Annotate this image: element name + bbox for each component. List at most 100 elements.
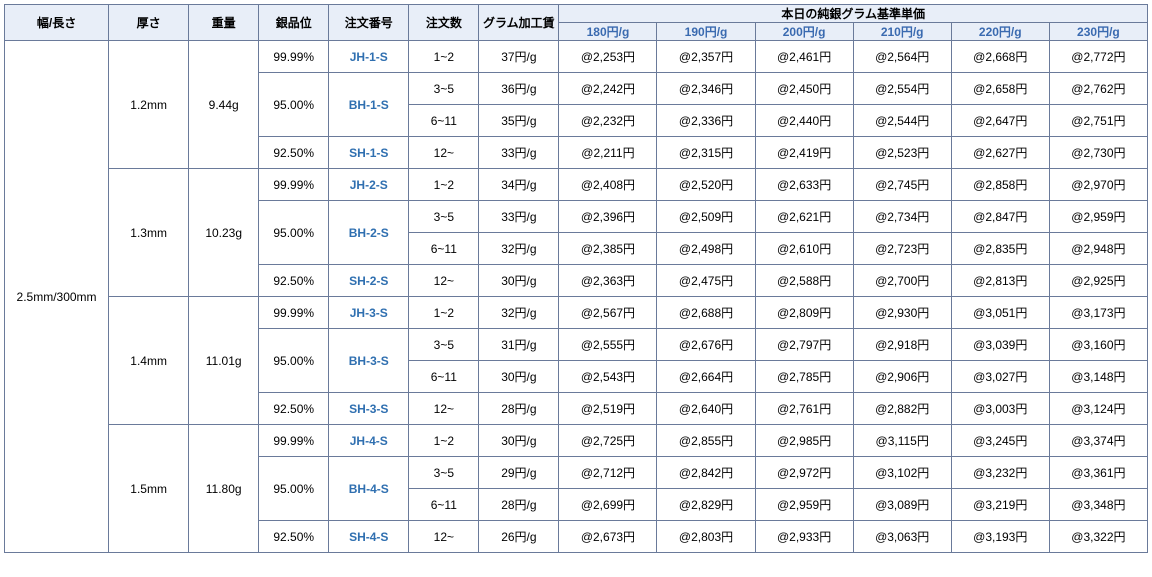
cell-price: @2,668円 bbox=[951, 41, 1049, 73]
cell-price: @2,363円 bbox=[559, 265, 657, 297]
cell-price: @2,211円 bbox=[559, 137, 657, 169]
cell-price: @2,751円 bbox=[1049, 105, 1147, 137]
cell-purity: 99.99% bbox=[259, 297, 329, 329]
cell-price: @2,676円 bbox=[657, 329, 755, 361]
cell-price: @2,803円 bbox=[657, 521, 755, 553]
hdr-thickness: 厚さ bbox=[109, 5, 189, 41]
cell-price: @2,855円 bbox=[657, 425, 755, 457]
table-body: 2.5mm/300mm1.2mm9.44g99.99%JH-1-S1~237円/… bbox=[5, 41, 1148, 553]
cell-thickness: 1.5mm bbox=[109, 425, 189, 553]
cell-order-qty: 6~11 bbox=[409, 489, 479, 521]
cell-price: @2,959円 bbox=[755, 489, 853, 521]
cell-order-no[interactable]: JH-2-S bbox=[329, 169, 409, 201]
cell-order-no[interactable]: SH-1-S bbox=[329, 137, 409, 169]
cell-gram-fee: 26円/g bbox=[479, 521, 559, 553]
cell-price: @2,419円 bbox=[755, 137, 853, 169]
cell-price: @2,627円 bbox=[951, 137, 1049, 169]
cell-weight: 11.80g bbox=[189, 425, 259, 553]
cell-thickness: 1.4mm bbox=[109, 297, 189, 425]
cell-price: @2,842円 bbox=[657, 457, 755, 489]
silver-price-table: 幅/長さ 厚さ 重量 銀品位 注文番号 注文数 グラム加工賃 本日の純銀グラム基… bbox=[4, 4, 1148, 553]
cell-price: @2,813円 bbox=[951, 265, 1049, 297]
cell-price: @2,242円 bbox=[559, 73, 657, 105]
cell-price: @3,322円 bbox=[1049, 521, 1147, 553]
cell-price: @2,835円 bbox=[951, 233, 1049, 265]
cell-gram-fee: 33円/g bbox=[479, 137, 559, 169]
cell-gram-fee: 30円/g bbox=[479, 425, 559, 457]
cell-price: @2,664円 bbox=[657, 361, 755, 393]
cell-order-qty: 1~2 bbox=[409, 169, 479, 201]
cell-price: @2,712円 bbox=[559, 457, 657, 489]
cell-gram-fee: 34円/g bbox=[479, 169, 559, 201]
cell-order-no[interactable]: BH-4-S bbox=[329, 457, 409, 521]
cell-price: @2,232円 bbox=[559, 105, 657, 137]
cell-gram-fee: 35円/g bbox=[479, 105, 559, 137]
hdr-price-200: 200円/g bbox=[755, 23, 853, 41]
cell-price: @2,761円 bbox=[755, 393, 853, 425]
cell-price: @2,809円 bbox=[755, 297, 853, 329]
cell-purity: 92.50% bbox=[259, 137, 329, 169]
cell-order-no[interactable]: JH-1-S bbox=[329, 41, 409, 73]
cell-price: @2,385円 bbox=[559, 233, 657, 265]
cell-order-no[interactable]: BH-1-S bbox=[329, 73, 409, 137]
cell-weight: 9.44g bbox=[189, 41, 259, 169]
cell-price: @2,357円 bbox=[657, 41, 755, 73]
cell-purity: 95.00% bbox=[259, 329, 329, 393]
cell-order-qty: 3~5 bbox=[409, 73, 479, 105]
cell-price: @2,772円 bbox=[1049, 41, 1147, 73]
cell-order-no[interactable]: JH-3-S bbox=[329, 297, 409, 329]
cell-price: @2,918円 bbox=[853, 329, 951, 361]
cell-price: @2,785円 bbox=[755, 361, 853, 393]
cell-price: @3,232円 bbox=[951, 457, 1049, 489]
cell-price: @2,519円 bbox=[559, 393, 657, 425]
cell-price: @2,829円 bbox=[657, 489, 755, 521]
cell-price: @2,847円 bbox=[951, 201, 1049, 233]
cell-price: @2,970円 bbox=[1049, 169, 1147, 201]
cell-price: @2,882円 bbox=[853, 393, 951, 425]
cell-price: @3,148円 bbox=[1049, 361, 1147, 393]
cell-price: @2,925円 bbox=[1049, 265, 1147, 297]
cell-price: @2,315円 bbox=[657, 137, 755, 169]
cell-price: @2,253円 bbox=[559, 41, 657, 73]
cell-purity: 99.99% bbox=[259, 169, 329, 201]
cell-price: @3,063円 bbox=[853, 521, 951, 553]
cell-price: @2,797円 bbox=[755, 329, 853, 361]
cell-price: @2,543円 bbox=[559, 361, 657, 393]
cell-order-no[interactable]: SH-2-S bbox=[329, 265, 409, 297]
cell-price: @2,972円 bbox=[755, 457, 853, 489]
cell-order-no[interactable]: SH-3-S bbox=[329, 393, 409, 425]
hdr-price-230: 230円/g bbox=[1049, 23, 1147, 41]
cell-price: @2,633円 bbox=[755, 169, 853, 201]
cell-order-qty: 3~5 bbox=[409, 329, 479, 361]
cell-order-no[interactable]: JH-4-S bbox=[329, 425, 409, 457]
cell-price: @3,124円 bbox=[1049, 393, 1147, 425]
cell-price: @2,725円 bbox=[559, 425, 657, 457]
cell-price: @3,115円 bbox=[853, 425, 951, 457]
cell-price: @3,027円 bbox=[951, 361, 1049, 393]
table-row: 1.4mm11.01g99.99%JH-3-S1~232円/g@2,567円@2… bbox=[5, 297, 1148, 329]
table-row: 1.5mm11.80g99.99%JH-4-S1~230円/g@2,725円@2… bbox=[5, 425, 1148, 457]
cell-order-no[interactable]: BH-3-S bbox=[329, 329, 409, 393]
hdr-price-210: 210円/g bbox=[853, 23, 951, 41]
cell-price: @2,699円 bbox=[559, 489, 657, 521]
table-row: 1.3mm10.23g99.99%JH-2-S1~234円/g@2,408円@2… bbox=[5, 169, 1148, 201]
cell-gram-fee: 33円/g bbox=[479, 201, 559, 233]
cell-order-qty: 12~ bbox=[409, 393, 479, 425]
cell-price: @2,564円 bbox=[853, 41, 951, 73]
cell-price: @2,745円 bbox=[853, 169, 951, 201]
cell-width-length: 2.5mm/300mm bbox=[5, 41, 109, 553]
cell-order-no[interactable]: SH-4-S bbox=[329, 521, 409, 553]
cell-price: @2,647円 bbox=[951, 105, 1049, 137]
cell-price: @3,173円 bbox=[1049, 297, 1147, 329]
cell-price: @2,858円 bbox=[951, 169, 1049, 201]
cell-price: @3,219円 bbox=[951, 489, 1049, 521]
cell-price: @2,509円 bbox=[657, 201, 755, 233]
cell-price: @2,610円 bbox=[755, 233, 853, 265]
hdr-width-length: 幅/長さ bbox=[5, 5, 109, 41]
cell-price: @2,450円 bbox=[755, 73, 853, 105]
cell-order-no[interactable]: BH-2-S bbox=[329, 201, 409, 265]
cell-price: @2,658円 bbox=[951, 73, 1049, 105]
cell-purity: 92.50% bbox=[259, 521, 329, 553]
cell-price: @2,959円 bbox=[1049, 201, 1147, 233]
cell-order-qty: 3~5 bbox=[409, 457, 479, 489]
